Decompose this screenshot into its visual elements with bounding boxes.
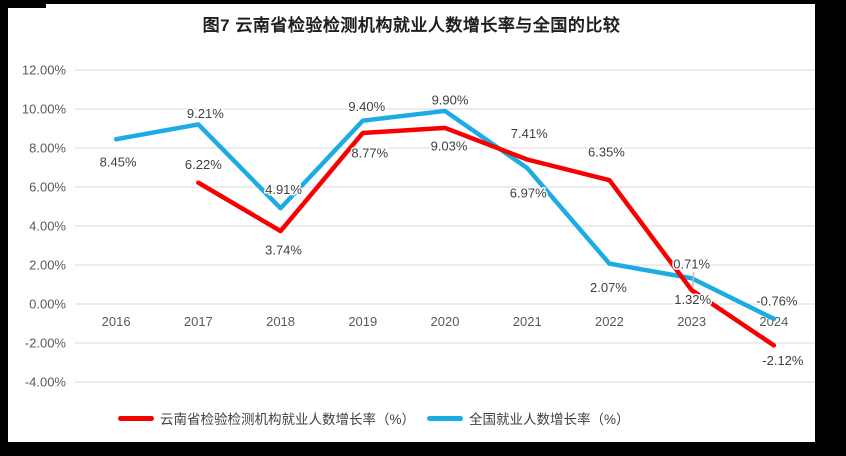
data-label-national-2023: 1.32% (674, 292, 711, 307)
legend-item-yunnan: 云南省检验检测机构就业人数增长率（%） (118, 408, 415, 428)
data-label-yunnan-2017: 6.22% (185, 157, 222, 172)
legend-label-yunnan: 云南省检验检测机构就业人数增长率（%） (160, 412, 416, 427)
y-axis-tick-label: -2.00% (25, 336, 67, 351)
data-label-national-2016: 8.45% (100, 155, 137, 170)
y-axis-tick-label: -4.00% (25, 375, 67, 390)
data-label-yunnan-2019: 8.77% (351, 145, 388, 160)
data-label-national-2024: -0.76% (756, 293, 798, 308)
screenshot-border-right (815, 0, 846, 456)
legend-item-national: 全国就业人数增长率（%） (427, 408, 630, 428)
y-axis-tick-label: 0.00% (29, 297, 66, 312)
data-label-yunnan-2021: 7.41% (511, 126, 548, 141)
screenshot-border-bottom (0, 442, 846, 456)
chart-legend: 云南省检验检测机构就业人数增长率（%） 全国就业人数增长率（%） (118, 408, 630, 428)
data-label-yunnan-2024: -2.12% (762, 353, 804, 368)
y-axis-tick-label: 12.00% (22, 63, 67, 78)
x-axis-tick-label: 2020 (431, 314, 460, 329)
legend-label-national: 全国就业人数增长率（%） (469, 412, 630, 427)
x-axis-tick-label: 2018 (266, 314, 295, 329)
legend-swatch-yunnan-icon (118, 415, 154, 421)
data-label-national-2022: 2.07% (590, 280, 627, 295)
x-axis-tick-label: 2023 (677, 314, 706, 329)
legend-swatch-national-icon (427, 415, 464, 421)
chart-title: 图7 云南省检验检测机构就业人数增长率与全国的比较 (202, 16, 621, 35)
y-axis-tick-label: 8.00% (29, 141, 66, 156)
y-axis-tick-label: 10.00% (22, 102, 67, 117)
screenshot-border-top (0, 0, 846, 4)
data-label-national-2019: 9.40% (348, 99, 385, 114)
x-axis-tick-label: 2019 (348, 314, 377, 329)
screenshot-border-top-left (0, 0, 46, 8)
x-axis-tick-label: 2021 (513, 314, 542, 329)
screenshot-border-left (0, 0, 8, 456)
y-axis-tick-label: 6.00% (29, 180, 66, 195)
x-axis-tick-label: 2022 (595, 314, 624, 329)
data-label-leader-line (691, 272, 695, 288)
data-label-yunnan-2018: 3.74% (265, 243, 302, 258)
data-label-national-2020: 9.90% (432, 92, 469, 107)
x-axis-tick-label: 2017 (184, 314, 213, 329)
series-line-national (113, 108, 777, 322)
data-label-national-2021: 6.97% (510, 186, 547, 201)
data-label-national-2017: 9.21% (187, 106, 224, 121)
x-axis-tick-label: 2016 (102, 314, 131, 329)
data-label-yunnan-2022: 6.35% (588, 145, 625, 160)
data-label-national-2018: 4.91% (265, 182, 302, 197)
data-label-yunnan-2023: 0.71% (673, 257, 710, 272)
series-line-yunnan (196, 125, 777, 348)
y-axis-tick-label: 4.00% (29, 219, 66, 234)
y-axis-tick-label: 2.00% (29, 258, 66, 273)
data-label-yunnan-2020: 9.03% (431, 138, 468, 153)
